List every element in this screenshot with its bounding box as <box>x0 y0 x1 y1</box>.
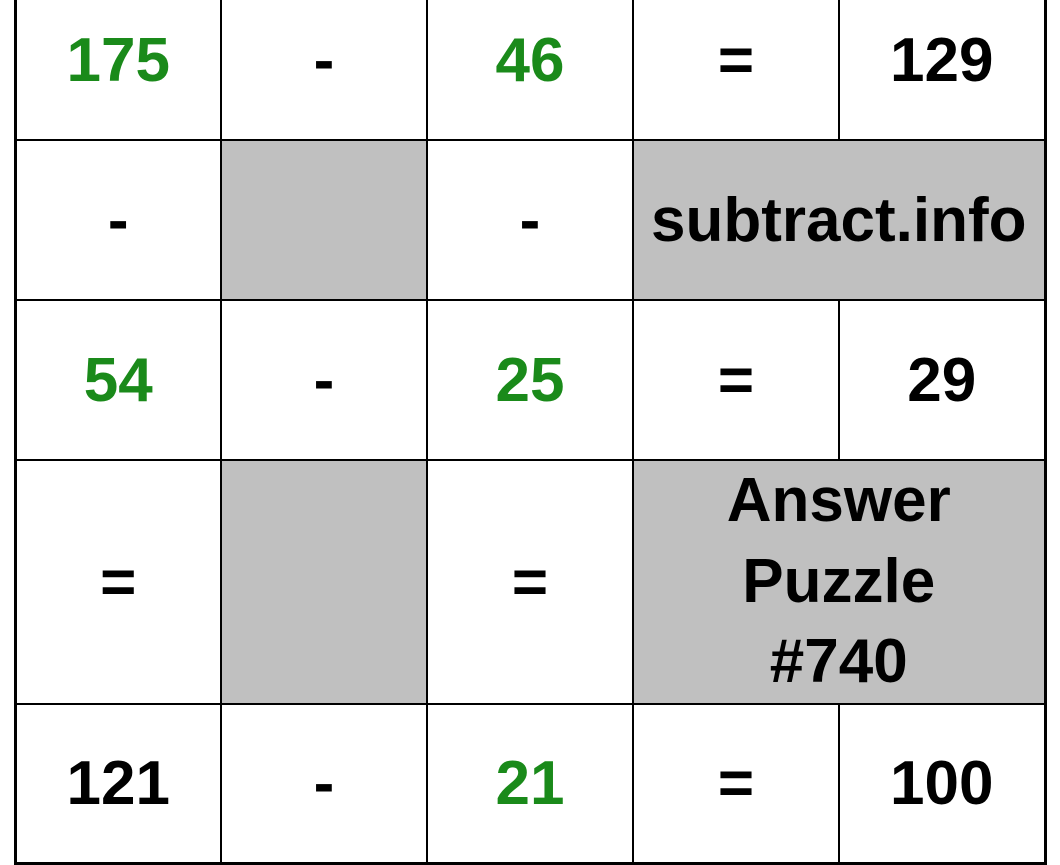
puzzle-label: Answer Puzzle #740 <box>633 460 1045 704</box>
cell-operator: - <box>221 0 427 140</box>
cell-equals: = <box>633 300 839 460</box>
table-row: 175 - 46 = 129 <box>15 0 1045 140</box>
cell-equals: = <box>15 460 221 704</box>
cell-result: 121 <box>15 704 221 864</box>
table-row: 121 - 21 = 100 <box>15 704 1045 864</box>
cell-operator: - <box>427 140 633 300</box>
puzzle-label-line2: #740 <box>770 627 908 696</box>
cell-empty <box>221 460 427 704</box>
cell-value: 46 <box>427 0 633 140</box>
cell-equals: = <box>633 0 839 140</box>
cell-operator: - <box>221 300 427 460</box>
cell-value: 25 <box>427 300 633 460</box>
cell-value: 21 <box>427 704 633 864</box>
cell-result: 129 <box>839 0 1045 140</box>
cell-operator: - <box>15 140 221 300</box>
table-row: = = Answer Puzzle #740 <box>15 460 1045 704</box>
cell-operator: - <box>221 704 427 864</box>
cell-result: 100 <box>839 704 1045 864</box>
table-row: - - subtract.info <box>15 140 1045 300</box>
site-label: subtract.info <box>633 140 1045 300</box>
puzzle-label-line1: Answer Puzzle <box>727 466 951 616</box>
cell-value: 175 <box>15 0 221 140</box>
cell-empty <box>221 140 427 300</box>
cell-equals: = <box>633 704 839 864</box>
table-row: 54 - 25 = 29 <box>15 300 1045 460</box>
puzzle-table: 175 - 46 = 129 - - subtract.info 54 - 25… <box>14 0 1047 865</box>
cell-result: 29 <box>839 300 1045 460</box>
cell-equals: = <box>427 460 633 704</box>
cell-value: 54 <box>15 300 221 460</box>
